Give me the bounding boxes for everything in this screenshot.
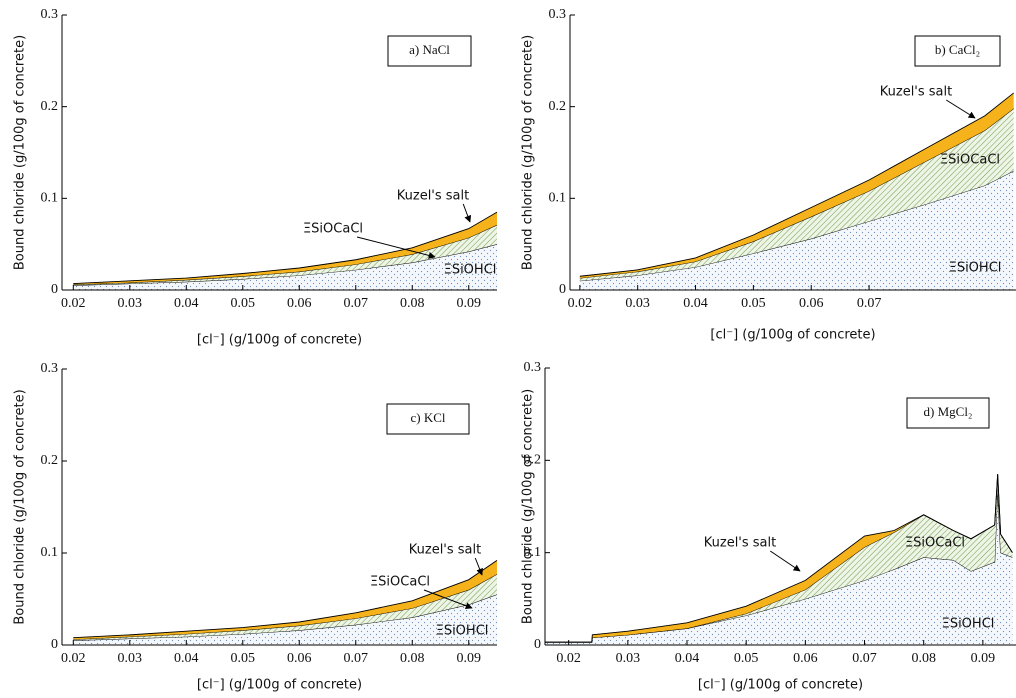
arrow — [423, 589, 473, 610]
y-tick-label: 0 — [534, 637, 541, 652]
x-tick-label: 0.09 — [457, 651, 482, 666]
area — [579, 108, 1014, 281]
panel: 0 0.1 0.2 0.3 0.02 0.03 0.04 0.05 0.06 0.07 0.08 0.… — [13, 7, 498, 348]
area-edge — [73, 559, 498, 639]
series-label: Kuzel's salt — [397, 189, 469, 204]
x-axis-label: [cl⁻] (g/100g of concrete) — [197, 678, 362, 693]
panel: 0 0.1 0.2 0.3 0.02 0.03 0.04 0.05 0.06 0.07 0.08 0.… — [13, 361, 498, 693]
series-label: ΞSiOHCl — [949, 261, 1002, 276]
area — [73, 594, 497, 645]
y-tick-label: 0 — [559, 282, 566, 297]
x-axis-label: [cl⁻] (g/100g of concrete) — [710, 328, 875, 343]
y-tick-label: 0.3 — [41, 361, 59, 376]
series-label: Kuzel's salt — [409, 543, 481, 558]
series-label: Kuzel's salt — [880, 85, 952, 100]
x-tick-label: 0.09 — [971, 651, 996, 666]
y-axis-label: Bound chloride (g/100g of concrete) — [521, 389, 536, 624]
y-axis-label: Bound chloride (g/100g of concrete) — [13, 389, 28, 624]
y-tick-label: 0.2 — [41, 453, 59, 468]
area-edge — [579, 92, 1014, 277]
panel-title: d) MgCl₂ — [924, 404, 973, 419]
x-tick-label: 0.05 — [741, 296, 766, 311]
y-tick-label: 0.2 — [524, 453, 542, 468]
y-tick-label: 0 — [51, 637, 58, 652]
x-tick-label: 0.07 — [344, 296, 369, 311]
title-box — [914, 35, 1001, 67]
panel: 0 0.1 0.2 0.3 0.02 0.03 0.04 0.05 0.06 0.07 Bound … — [521, 7, 1016, 343]
x-tick-label: 0.03 — [118, 296, 143, 311]
x-axis-label: [cl⁻] (g/100g of concrete) — [698, 678, 863, 693]
x-tick-label: 0.05 — [231, 651, 256, 666]
x-tick-label: 0.03 — [625, 296, 650, 311]
series-label: ΞSiOHCl — [942, 617, 995, 632]
y-axis-label: Bound chloride (g/100g of concrete) — [521, 35, 536, 270]
x-tick-label: 0.06 — [799, 296, 824, 311]
arrow — [769, 550, 801, 572]
x-tick-label: 0.07 — [852, 651, 877, 666]
area — [73, 244, 497, 290]
panel-title: c) KCl — [410, 410, 445, 425]
x-tick-label: 0.04 — [683, 296, 708, 311]
y-tick-label: 0.1 — [41, 545, 59, 560]
y-tick-label: 0.1 — [549, 191, 567, 206]
x-tick-label: 0.09 — [457, 296, 482, 311]
area — [73, 224, 497, 286]
arrow — [474, 557, 483, 576]
y-tick-label: 0.2 — [549, 99, 567, 114]
x-tick-label: 0.04 — [174, 296, 199, 311]
arrow — [945, 99, 976, 119]
x-tick-label: 0.06 — [287, 296, 312, 311]
series-label: Kuzel's salt — [704, 536, 776, 551]
x-tick-label: 0.02 — [61, 296, 86, 311]
title-box — [386, 403, 470, 435]
arrow — [356, 236, 436, 259]
x-tick-label: 0.06 — [287, 651, 312, 666]
x-tick-label: 0.08 — [400, 296, 425, 311]
series-label: ΞSiOHCl — [444, 263, 497, 278]
area — [545, 474, 1013, 643]
y-axis-label: Bound chloride (g/100g of concrete) — [13, 35, 28, 270]
x-tick-label: 0.08 — [400, 651, 425, 666]
x-tick-label: 0.08 — [911, 651, 936, 666]
y-tick-label: 0.2 — [41, 99, 59, 114]
x-tick-label: 0.03 — [118, 651, 143, 666]
x-axis-label: [cl⁻] (g/100g of concrete) — [197, 333, 362, 348]
y-tick-label: 0.3 — [524, 360, 542, 375]
x-tick-label: 0.07 — [857, 296, 882, 311]
y-tick-label: 0.1 — [41, 191, 59, 206]
y-tick-label: 0 — [51, 282, 58, 297]
arrow — [462, 203, 472, 223]
y-tick-label: 0.3 — [549, 7, 567, 22]
x-tick-label: 0.07 — [344, 651, 369, 666]
panel: 0 0.1 0.2 0.3 0.02 0.03 0.04 0.05 0.06 0.07 0.08 0.… — [521, 360, 1016, 693]
area — [545, 488, 1013, 645]
series-label: ΞSiOHCl — [436, 624, 489, 639]
x-tick-label: 0.06 — [793, 651, 818, 666]
x-tick-label: 0.02 — [568, 296, 593, 311]
area — [579, 170, 1014, 290]
area-edge — [545, 474, 1013, 643]
series-label: ΞSiOCaCl — [303, 222, 363, 237]
y-tick-label: 0.1 — [524, 545, 542, 560]
x-tick-label: 0.02 — [556, 651, 581, 666]
area-edge — [73, 211, 498, 285]
x-tick-label: 0.02 — [61, 651, 86, 666]
y-tick-label: 0.3 — [41, 7, 59, 22]
series-label: ΞSiOCaCl — [940, 153, 1000, 168]
series-label: ΞSiOCaCl — [370, 575, 430, 590]
title-box — [906, 397, 990, 429]
x-tick-label: 0.04 — [675, 651, 700, 666]
series-label: ΞSiOCaCl — [905, 536, 965, 551]
x-tick-label: 0.04 — [174, 651, 199, 666]
x-tick-label: 0.05 — [734, 651, 759, 666]
area-edge — [579, 108, 1014, 279]
x-tick-label: 0.05 — [231, 296, 256, 311]
title-box — [387, 35, 472, 67]
panel-title: a) NaCl — [409, 42, 450, 57]
x-tick-label: 0.03 — [616, 651, 641, 666]
panel-title: b) CaCl₂ — [935, 42, 980, 57]
